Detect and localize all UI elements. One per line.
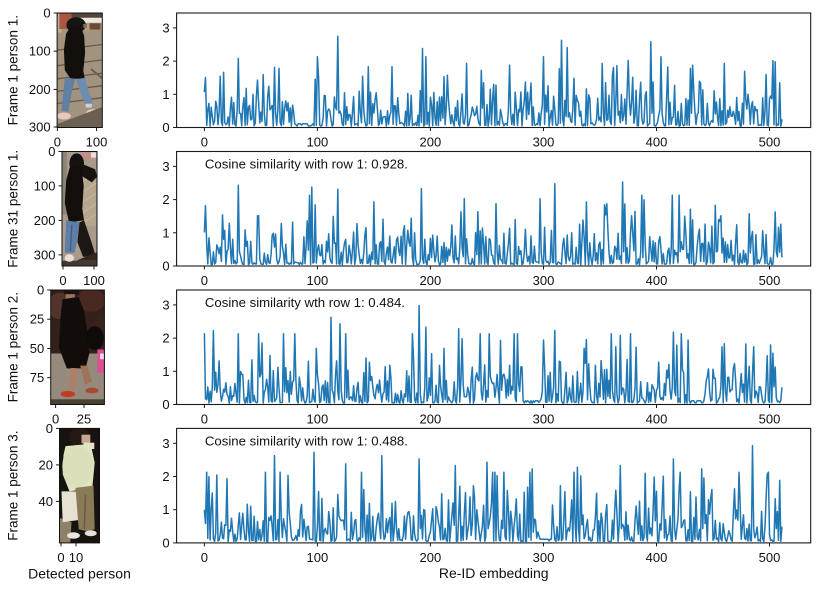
svg-text:25: 25: [77, 412, 91, 427]
svg-text:200: 200: [34, 213, 56, 228]
svg-text:500: 500: [759, 135, 781, 150]
svg-text:3: 3: [162, 297, 169, 312]
svg-text:100: 100: [307, 135, 329, 150]
svg-text:100: 100: [307, 412, 329, 427]
svg-text:200: 200: [420, 273, 442, 288]
svg-text:200: 200: [420, 412, 442, 427]
svg-text:100: 100: [83, 273, 105, 288]
svg-text:0: 0: [59, 273, 66, 288]
svg-text:100: 100: [307, 550, 329, 565]
svg-text:300: 300: [533, 135, 555, 150]
svg-text:1: 1: [162, 225, 169, 240]
svg-text:400: 400: [646, 550, 668, 565]
svg-text:400: 400: [646, 273, 668, 288]
svg-text:0: 0: [162, 397, 169, 412]
svg-text:400: 400: [646, 135, 668, 150]
svg-text:0: 0: [162, 259, 169, 274]
svg-text:50: 50: [30, 341, 44, 356]
svg-text:200: 200: [420, 550, 442, 565]
svg-text:75: 75: [30, 370, 44, 385]
svg-text:Frame 1 person 3.: Frame 1 person 3.: [6, 430, 21, 540]
svg-text:0: 0: [52, 412, 59, 427]
svg-text:0: 0: [46, 421, 53, 436]
svg-text:2: 2: [162, 469, 169, 484]
svg-text:Cosine similarity wth row 1: 0: Cosine similarity wth row 1: 0.484.: [205, 295, 405, 310]
svg-text:500: 500: [759, 550, 781, 565]
svg-text:0: 0: [201, 273, 208, 288]
svg-text:Frame 1 person 1.: Frame 1 person 1.: [6, 15, 21, 125]
svg-text:0: 0: [37, 283, 44, 298]
svg-text:200: 200: [29, 82, 51, 97]
svg-text:Cosine similarity with row 1:: Cosine similarity with row 1: 0.488.: [205, 433, 408, 448]
svg-text:100: 100: [307, 273, 329, 288]
svg-text:500: 500: [759, 273, 781, 288]
svg-text:25: 25: [30, 312, 44, 327]
svg-text:100: 100: [34, 178, 56, 193]
svg-text:300: 300: [533, 550, 555, 565]
svg-text:300: 300: [34, 247, 56, 262]
svg-text:0: 0: [43, 6, 50, 21]
svg-text:10: 10: [69, 550, 83, 565]
svg-text:1: 1: [162, 502, 169, 517]
svg-text:1: 1: [162, 87, 169, 102]
svg-text:0: 0: [201, 550, 208, 565]
svg-text:0: 0: [162, 120, 169, 135]
svg-text:Frame 31 person 1.: Frame 31 person 1.: [6, 150, 21, 268]
svg-text:0: 0: [201, 412, 208, 427]
svg-text:2: 2: [162, 331, 169, 346]
svg-text:Detected person: Detected person: [28, 566, 131, 582]
svg-text:40: 40: [39, 494, 53, 509]
svg-text:20: 20: [39, 457, 53, 472]
svg-text:1: 1: [162, 364, 169, 379]
svg-text:0: 0: [54, 135, 61, 150]
svg-text:0: 0: [57, 550, 64, 565]
svg-text:Cosine similarity with row 1:: Cosine similarity with row 1: 0.928.: [205, 156, 408, 171]
svg-text:300: 300: [533, 412, 555, 427]
svg-text:100: 100: [86, 135, 108, 150]
svg-text:3: 3: [162, 436, 169, 451]
svg-text:300: 300: [533, 273, 555, 288]
svg-text:200: 200: [420, 135, 442, 150]
svg-text:3: 3: [162, 20, 169, 35]
svg-text:0: 0: [201, 135, 208, 150]
svg-text:3: 3: [162, 159, 169, 174]
svg-text:100: 100: [29, 44, 51, 59]
svg-text:400: 400: [646, 412, 668, 427]
svg-text:Frame 1 person 2.: Frame 1 person 2.: [6, 292, 21, 402]
svg-text:0: 0: [48, 144, 55, 159]
svg-text:Re-ID embedding: Re-ID embedding: [439, 565, 549, 581]
svg-text:2: 2: [162, 54, 169, 69]
svg-text:300: 300: [29, 120, 51, 135]
svg-text:500: 500: [759, 412, 781, 427]
svg-text:0: 0: [162, 535, 169, 550]
svg-text:2: 2: [162, 192, 169, 207]
